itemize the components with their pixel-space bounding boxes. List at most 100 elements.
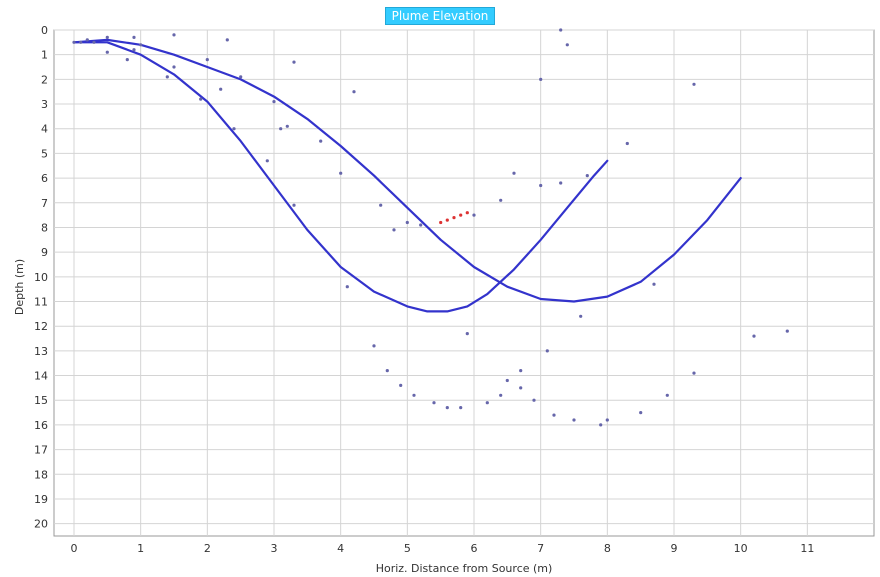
data-point <box>419 223 423 227</box>
y-tick-label: 13 <box>34 345 48 358</box>
data-point <box>552 413 556 417</box>
data-point <box>752 334 756 338</box>
data-point <box>139 43 143 47</box>
data-point <box>625 141 629 146</box>
data-point <box>79 40 83 44</box>
data-point <box>399 383 403 387</box>
data-point <box>585 174 589 178</box>
data-point <box>285 124 289 128</box>
y-tick-label: 4 <box>41 123 48 136</box>
data-point <box>372 344 376 348</box>
x-tick-label: 9 <box>671 542 678 555</box>
x-tick-label: 5 <box>404 542 411 555</box>
y-tick-label: 16 <box>34 419 48 432</box>
data-point <box>639 411 643 415</box>
y-tick-label: 8 <box>41 221 48 234</box>
y-tick-label: 20 <box>34 518 48 531</box>
x-tick-label: 3 <box>271 542 278 555</box>
data-point <box>412 393 416 397</box>
data-point <box>125 58 129 62</box>
y-tick-label: 15 <box>34 394 48 407</box>
data-point <box>499 393 503 397</box>
plume-curve-2 <box>72 38 742 303</box>
x-tick-label: 1 <box>137 542 144 555</box>
data-point <box>499 198 503 202</box>
data-point <box>445 406 449 410</box>
data-point <box>692 82 696 86</box>
data-point <box>652 282 656 286</box>
data-point <box>239 75 243 79</box>
data-point <box>132 35 136 40</box>
data-point <box>279 127 283 131</box>
y-tick-label: 7 <box>41 197 48 210</box>
data-point <box>292 60 296 64</box>
data-point <box>565 43 569 47</box>
data-point <box>199 97 203 101</box>
plume-curve-1 <box>72 41 609 313</box>
data-point <box>265 159 269 163</box>
data-point <box>532 398 536 402</box>
highlight-point <box>439 220 443 225</box>
data-point <box>579 314 583 318</box>
x-tick-label: 11 <box>800 542 814 555</box>
data-point <box>785 329 789 333</box>
data-point <box>379 203 383 207</box>
y-tick-label: 2 <box>41 73 48 86</box>
data-point <box>559 181 563 185</box>
y-gridlines <box>54 29 874 525</box>
data-point <box>272 100 276 104</box>
chart-title-wrapper: Plume Elevation <box>0 7 880 27</box>
highlight-point <box>459 213 463 217</box>
data-point <box>459 406 463 410</box>
data-point <box>385 369 389 373</box>
data-point <box>692 371 696 375</box>
data-point <box>165 75 169 79</box>
data-point <box>559 28 563 32</box>
y-axis-label: Depth (m) <box>13 259 26 315</box>
data-point <box>232 127 236 131</box>
data-point <box>605 418 609 422</box>
data-point <box>225 38 229 42</box>
data-point <box>539 77 543 81</box>
x-tick-label: 2 <box>204 542 211 555</box>
plot-area <box>53 29 875 537</box>
y-tick-label: 1 <box>41 49 48 62</box>
y-tick-label: 12 <box>34 320 48 333</box>
data-point <box>465 332 469 336</box>
data-point <box>292 203 296 207</box>
data-point <box>92 40 96 44</box>
series-layer <box>72 28 789 427</box>
data-point <box>519 369 523 373</box>
y-tick-label: 14 <box>34 370 48 383</box>
data-point <box>319 139 323 143</box>
highlight-point <box>465 211 469 215</box>
data-point <box>405 220 409 225</box>
data-point <box>539 183 543 188</box>
y-tick-label: 6 <box>41 172 48 185</box>
x-axis-label: Horiz. Distance from Source (m) <box>376 562 553 575</box>
x-tick-label: 10 <box>734 542 748 555</box>
chart-title: Plume Elevation <box>384 7 496 25</box>
y-tick-label: 11 <box>34 296 48 309</box>
data-point <box>512 171 516 175</box>
data-point <box>105 50 109 54</box>
x-tick-label: 7 <box>537 542 544 555</box>
data-point <box>545 349 549 353</box>
x-tick-label: 0 <box>71 542 78 555</box>
data-point <box>392 228 396 232</box>
data-point <box>352 90 356 94</box>
y-tick-label: 18 <box>34 468 48 481</box>
data-point <box>72 40 76 44</box>
x-tick-labels: 0 1 2 3 4 5 6 7 8 9 10 11 <box>71 542 815 555</box>
data-point <box>472 213 476 217</box>
highlight-point <box>445 218 449 222</box>
y-tick-label: 19 <box>34 493 48 506</box>
y-tick-label: 10 <box>34 271 48 284</box>
y-tick-label: 5 <box>41 147 48 160</box>
x-tick-label: 4 <box>337 542 344 555</box>
data-point <box>172 33 176 37</box>
data-point <box>572 418 576 422</box>
data-point <box>485 401 489 405</box>
